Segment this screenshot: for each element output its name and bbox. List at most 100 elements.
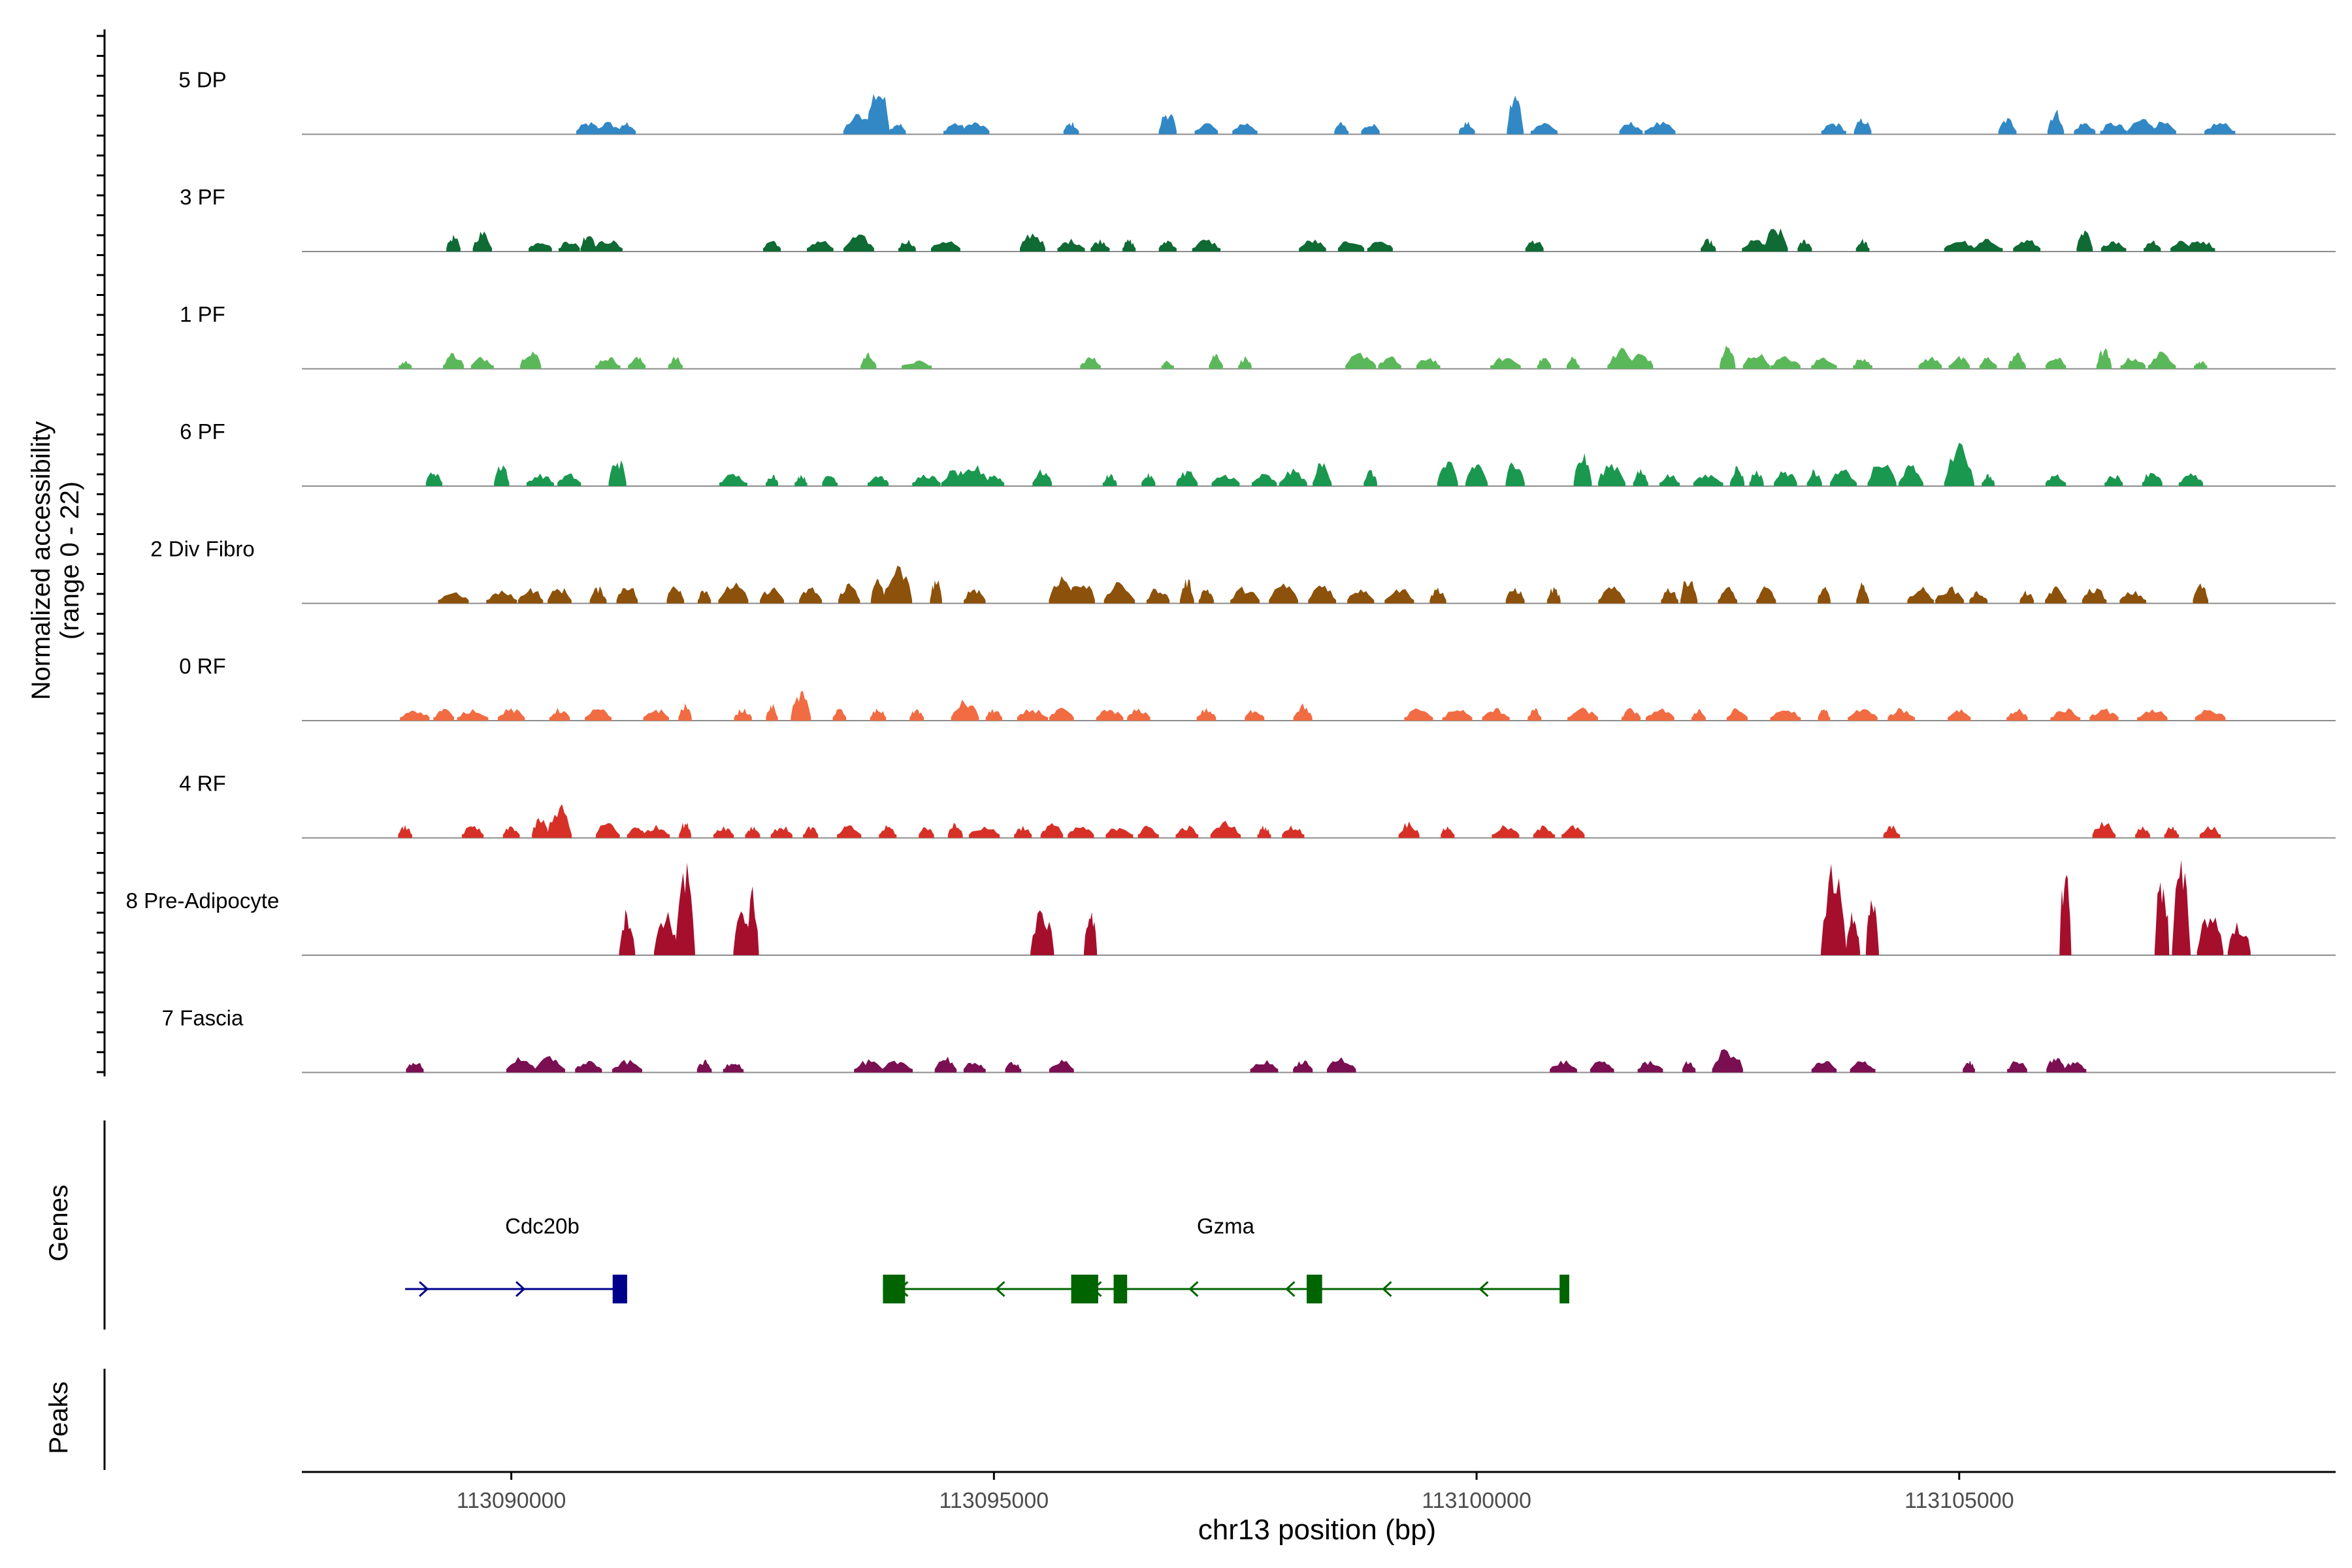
coverage-peak — [1898, 465, 1923, 486]
coverage-peak — [1770, 710, 1801, 721]
track-6-pf: 6 PF — [180, 419, 2336, 487]
coverage-peak — [2013, 240, 2041, 252]
coverage-peak — [866, 93, 890, 135]
gene-exon — [883, 1275, 906, 1303]
coverage-peak — [2193, 583, 2208, 604]
y-axis-title-line1: Normalized accessibility — [27, 421, 56, 700]
track-1-pf: 1 PF — [180, 302, 2336, 370]
coverage-peak — [1633, 468, 1648, 486]
coverage-peak — [2059, 875, 2072, 955]
coverage-peak — [931, 241, 960, 252]
coverage-peak — [2199, 826, 2221, 838]
track-label: 1 PF — [180, 302, 225, 327]
coverage-peak — [1527, 708, 1542, 721]
coverage-peak — [1944, 442, 1974, 486]
strand-arrow — [1382, 1281, 1392, 1298]
coverage-peak — [2148, 122, 2176, 135]
coverage-peak — [1102, 474, 1117, 486]
coverage-peak — [1020, 233, 1045, 252]
coverage-peak — [2204, 123, 2236, 135]
gene-exon — [1071, 1275, 1098, 1303]
coverage-peak — [1661, 587, 1678, 604]
strand-arrow — [515, 1281, 526, 1298]
coverage-peak — [1192, 239, 1221, 252]
coverage-peak — [400, 710, 430, 721]
coverage-peak — [1720, 346, 1736, 369]
coverage-peak — [870, 708, 887, 721]
coverage-peak — [1998, 118, 2017, 135]
coverage-peak — [1063, 122, 1079, 135]
x-tick-label: 113090000 — [457, 1488, 566, 1513]
coverage-peak — [1854, 118, 1872, 135]
coverage-peak — [1811, 357, 1837, 369]
coverage-peak — [1068, 826, 1094, 838]
coverage-peak — [2197, 917, 2224, 955]
track-label: 5 DP — [178, 68, 226, 92]
coverage-peak — [399, 361, 412, 369]
coverage-peak — [1505, 462, 1525, 486]
coverage-peak — [1313, 463, 1332, 486]
coverage-peak — [1918, 357, 1942, 369]
coverage-peak — [1693, 474, 1723, 486]
coverage-peak — [608, 460, 627, 486]
coverage-peak — [1299, 239, 1326, 252]
coverage-peak — [843, 114, 875, 135]
coverage-peak — [1567, 707, 1598, 721]
track-3-pf: 3 PF — [180, 185, 2336, 252]
coverage-peak — [2104, 474, 2123, 486]
coverage-peak — [1361, 123, 1380, 135]
coverage-peak — [470, 356, 494, 369]
track-label: 7 Fascia — [162, 1006, 244, 1030]
coverage-peak — [1982, 474, 1995, 486]
coverage-peak — [791, 691, 811, 721]
coverage-peak — [1537, 357, 1552, 369]
coverage-peak — [1176, 470, 1198, 486]
coverage-peak — [843, 235, 874, 252]
coverage-peak — [2008, 352, 2026, 369]
coverage-peak — [1846, 911, 1861, 955]
coverage-peak — [1141, 472, 1156, 486]
coverage-peak — [698, 591, 711, 604]
coverage-peak — [889, 123, 906, 135]
coverage-peak — [934, 1056, 957, 1073]
x-tick-label: 113105000 — [1904, 1488, 2014, 1513]
coverage-peak — [969, 826, 1000, 838]
gene-label: Cdc20b — [505, 1214, 580, 1238]
coverage-peak — [2144, 240, 2161, 252]
coverage-peak — [1367, 241, 1393, 252]
coverage-peak — [668, 356, 683, 369]
coverage-peak — [1848, 709, 1878, 721]
coverage-peak — [960, 122, 990, 135]
coverage-peak — [898, 239, 916, 252]
coverage-peak — [1198, 589, 1214, 604]
coverage-peak — [1084, 911, 1098, 955]
gene-exon — [1560, 1275, 1569, 1303]
coverage-peak — [2089, 708, 2119, 721]
coverage-peak — [807, 240, 834, 252]
track-label: 2 Div Fibro — [150, 537, 255, 561]
coverage-peak — [2172, 860, 2191, 955]
coverage-peak — [2194, 361, 2208, 369]
coverage-peak — [2007, 1061, 2027, 1073]
coverage-peak — [1080, 357, 1101, 369]
coverage-peak — [763, 240, 781, 252]
x-tick-label: 113095000 — [939, 1488, 1049, 1513]
coverage-peak — [1161, 360, 1174, 369]
coverage-peak — [1250, 1060, 1279, 1073]
coverage-peak — [1590, 1061, 1614, 1073]
coverage-peak — [2092, 821, 2116, 838]
coverage-peak — [1459, 122, 1475, 135]
coverage-peak — [1907, 586, 1934, 604]
coverage-peak — [734, 708, 752, 721]
coverage-peak — [433, 708, 454, 721]
coverage-peak — [1014, 825, 1032, 838]
coverage-peak — [794, 474, 808, 486]
coverage-peak — [719, 474, 747, 486]
coverage-peak — [883, 565, 913, 604]
coverage-peak — [1621, 708, 1641, 721]
coverage-peak — [2148, 351, 2176, 369]
coverage-peak — [1429, 587, 1446, 604]
coverage-peak — [1238, 356, 1252, 369]
coverage-peak — [1973, 238, 2003, 252]
coverage-peak — [2063, 1062, 2087, 1073]
